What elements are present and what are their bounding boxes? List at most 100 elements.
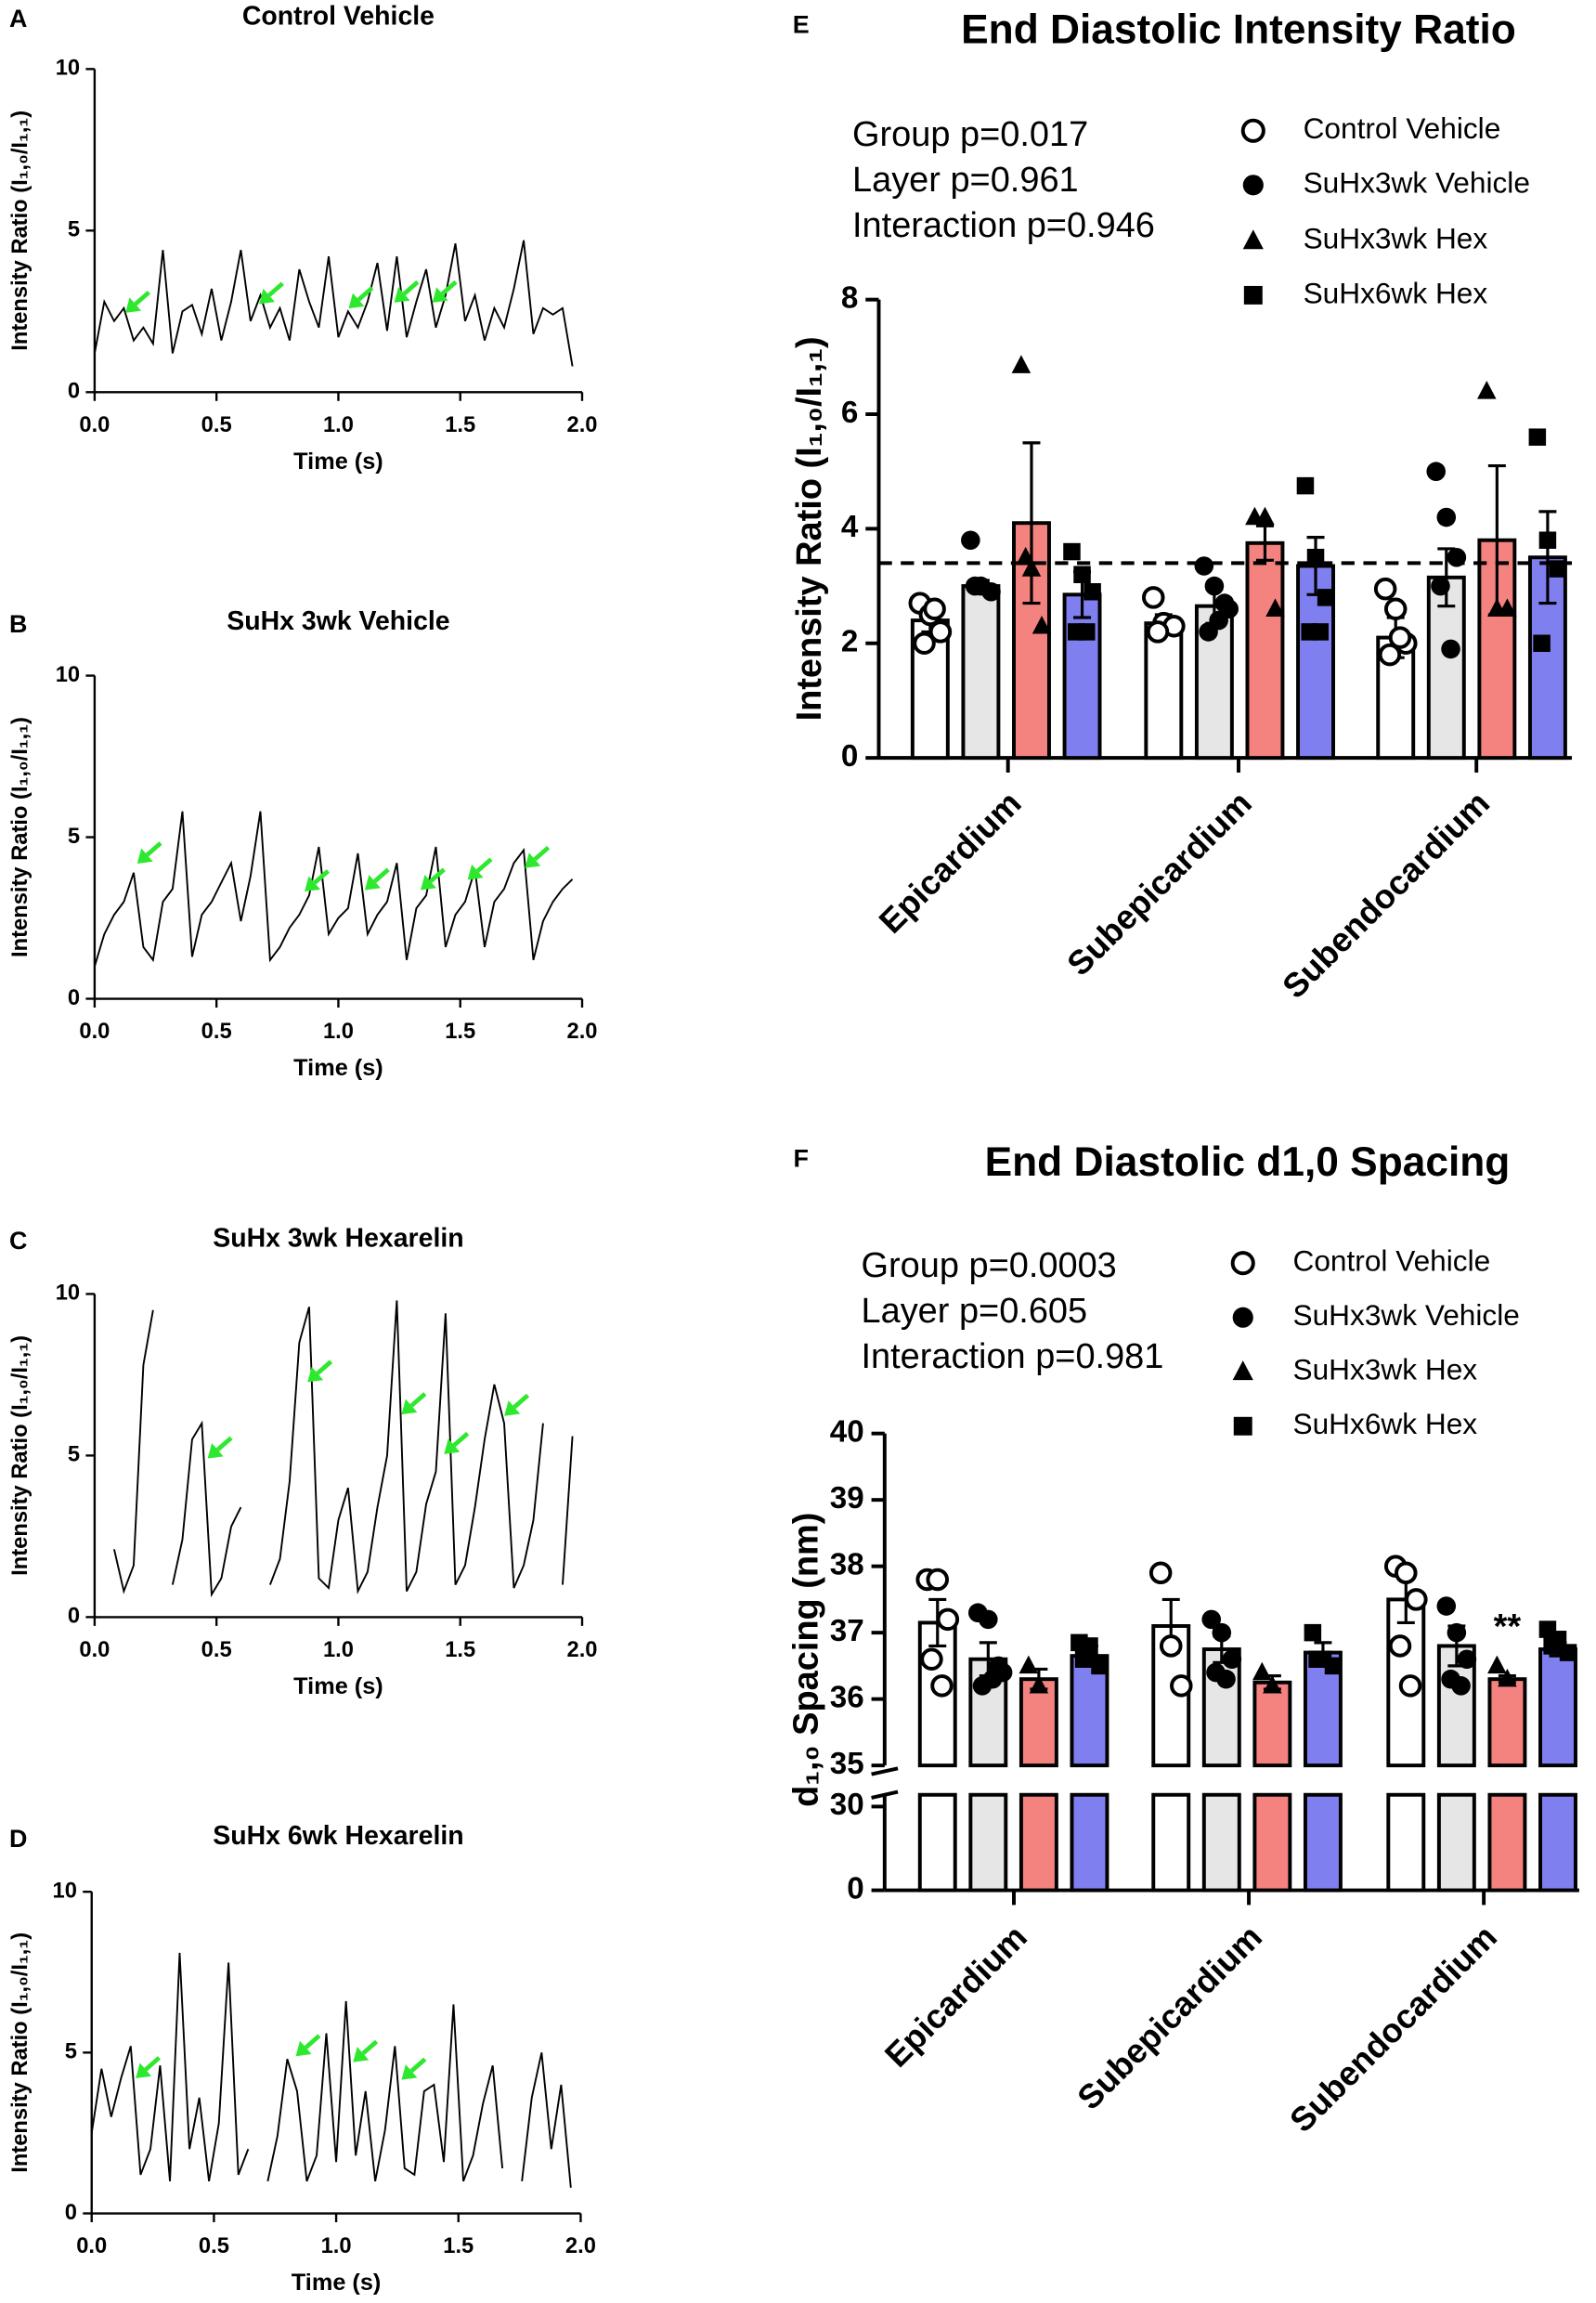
y-tick-label: 10 xyxy=(56,663,80,687)
chart-title: End Diastolic d1,0 Spacing xyxy=(985,1139,1511,1185)
y-axis-label: Intensity Ratio (I₁,₀/I₁,₁) xyxy=(8,1335,32,1576)
arrow-head xyxy=(444,1438,461,1454)
bar-stub xyxy=(1201,1792,1241,1893)
data-point xyxy=(1216,1669,1236,1689)
bar xyxy=(1019,1677,1058,1768)
bar-stub xyxy=(1303,1792,1343,1893)
x-tick-label: 1.5 xyxy=(445,1020,475,1044)
y-tick-label: 35 xyxy=(830,1747,864,1781)
y-tick-label: 6 xyxy=(841,396,858,430)
legend-label: SuHx6wk Hex xyxy=(1304,276,1488,309)
legend-label: Control Vehicle xyxy=(1304,111,1501,145)
panel-label: C xyxy=(9,1227,27,1255)
y-axis-label: d₁,₀ Spacing (nm) xyxy=(787,1513,826,1807)
arrow-head xyxy=(364,874,381,891)
legend-marker xyxy=(1243,285,1263,305)
data-point xyxy=(1073,566,1091,583)
trace-line xyxy=(93,240,574,367)
data-point xyxy=(1477,381,1497,399)
arrow-head xyxy=(295,2040,312,2057)
data-point xyxy=(1457,1649,1477,1670)
x-tick-label: 2.0 xyxy=(565,2234,596,2258)
y-axis-label: Intensity Ratio (I₁,₀/I₁,₁) xyxy=(8,717,32,957)
data-point xyxy=(1498,598,1517,617)
y-axis-label: Intensity Ratio (I₁,₀/I₁,₁) xyxy=(790,336,829,721)
arrow-head xyxy=(504,1400,521,1416)
legend-marker xyxy=(1232,1360,1253,1381)
arrow-shaft xyxy=(409,1392,427,1408)
y-axis-label: Intensity Ratio (I₁,₀/I₁,₁) xyxy=(8,111,32,351)
arrow-head xyxy=(421,874,436,891)
x-tick-label: 0.0 xyxy=(79,1020,110,1044)
data-point xyxy=(1378,643,1402,667)
arrow-head xyxy=(136,2062,152,2079)
data-point xyxy=(1528,428,1547,446)
x-tick-label: 2.0 xyxy=(567,413,598,437)
data-point xyxy=(1304,1623,1322,1642)
data-point xyxy=(1431,576,1450,596)
data-point xyxy=(1255,506,1275,526)
x-tick-label: 1.5 xyxy=(445,413,475,437)
data-point xyxy=(926,1568,950,1592)
data-point xyxy=(1388,626,1412,649)
x-tick-label: 1.0 xyxy=(323,1638,354,1662)
bar xyxy=(1487,1677,1527,1768)
data-point xyxy=(1091,1657,1109,1675)
arrow-head xyxy=(467,864,484,880)
data-point xyxy=(981,581,1001,602)
x-tick-label: 1.5 xyxy=(445,1638,475,1662)
arrow-head xyxy=(307,1366,324,1383)
x-tick-label: 0.0 xyxy=(76,2234,107,2258)
axis-break xyxy=(871,1789,899,1800)
data-point xyxy=(1388,1634,1412,1658)
bar-stub xyxy=(1019,1792,1058,1893)
data-point xyxy=(1212,1622,1232,1643)
data-point xyxy=(1308,1650,1326,1668)
legend-label: Control Vehicle xyxy=(1293,1244,1491,1278)
trace-line xyxy=(113,1300,574,1598)
arrow-shaft xyxy=(304,2034,321,2049)
data-point xyxy=(1436,507,1457,527)
data-point xyxy=(1533,634,1551,653)
data-point xyxy=(913,631,936,656)
x-tick-label: Subepicardium xyxy=(1070,1918,1269,2117)
x-tick-label: 0.0 xyxy=(79,413,110,437)
data-point xyxy=(1538,531,1557,549)
legend-label: SuHx3wk Vehicle xyxy=(1304,166,1530,200)
data-point xyxy=(1083,582,1101,601)
bar-stub xyxy=(1538,1792,1577,1893)
stat-annotation: Layer p=0.961 xyxy=(852,161,1079,200)
data-point xyxy=(1219,599,1239,619)
legend-label: SuHx3wk Hex xyxy=(1304,222,1488,255)
arrow-shaft xyxy=(452,1431,470,1448)
error-bar xyxy=(1437,547,1456,608)
chart-title: SuHx 3wk Vehicle xyxy=(227,606,449,636)
data-point xyxy=(1021,558,1042,577)
panel-label: D xyxy=(9,1825,27,1853)
legend-marker xyxy=(1230,1251,1255,1276)
arrow-head xyxy=(394,287,410,303)
data-point xyxy=(928,620,953,644)
error-bar xyxy=(1255,524,1274,562)
data-point xyxy=(1170,1674,1193,1698)
trace-line xyxy=(90,1952,572,2188)
y-tick-label: 0 xyxy=(847,1871,863,1906)
arrow-shaft xyxy=(373,867,390,883)
y-tick-label: 8 xyxy=(841,280,858,315)
legend-marker xyxy=(1242,175,1264,196)
arrow-head xyxy=(353,2047,370,2062)
chart-title: SuHx 6wk Hexarelin xyxy=(213,1821,463,1851)
data-point xyxy=(1016,546,1035,566)
arrow-shaft xyxy=(357,286,374,302)
bar-stub xyxy=(968,1792,1008,1893)
stat-annotation: Group p=0.017 xyxy=(852,115,1088,154)
bar-stub xyxy=(1252,1792,1292,1893)
stat-annotation: Interaction p=0.946 xyxy=(852,206,1155,245)
x-tick-label: 1.5 xyxy=(443,2234,474,2258)
bar xyxy=(1144,621,1184,761)
x-tick-label: Epicardium xyxy=(872,784,1029,941)
arrow-head xyxy=(348,293,365,309)
y-tick-label: 0 xyxy=(65,2201,77,2225)
x-tick-label: 2.0 xyxy=(567,1020,598,1044)
